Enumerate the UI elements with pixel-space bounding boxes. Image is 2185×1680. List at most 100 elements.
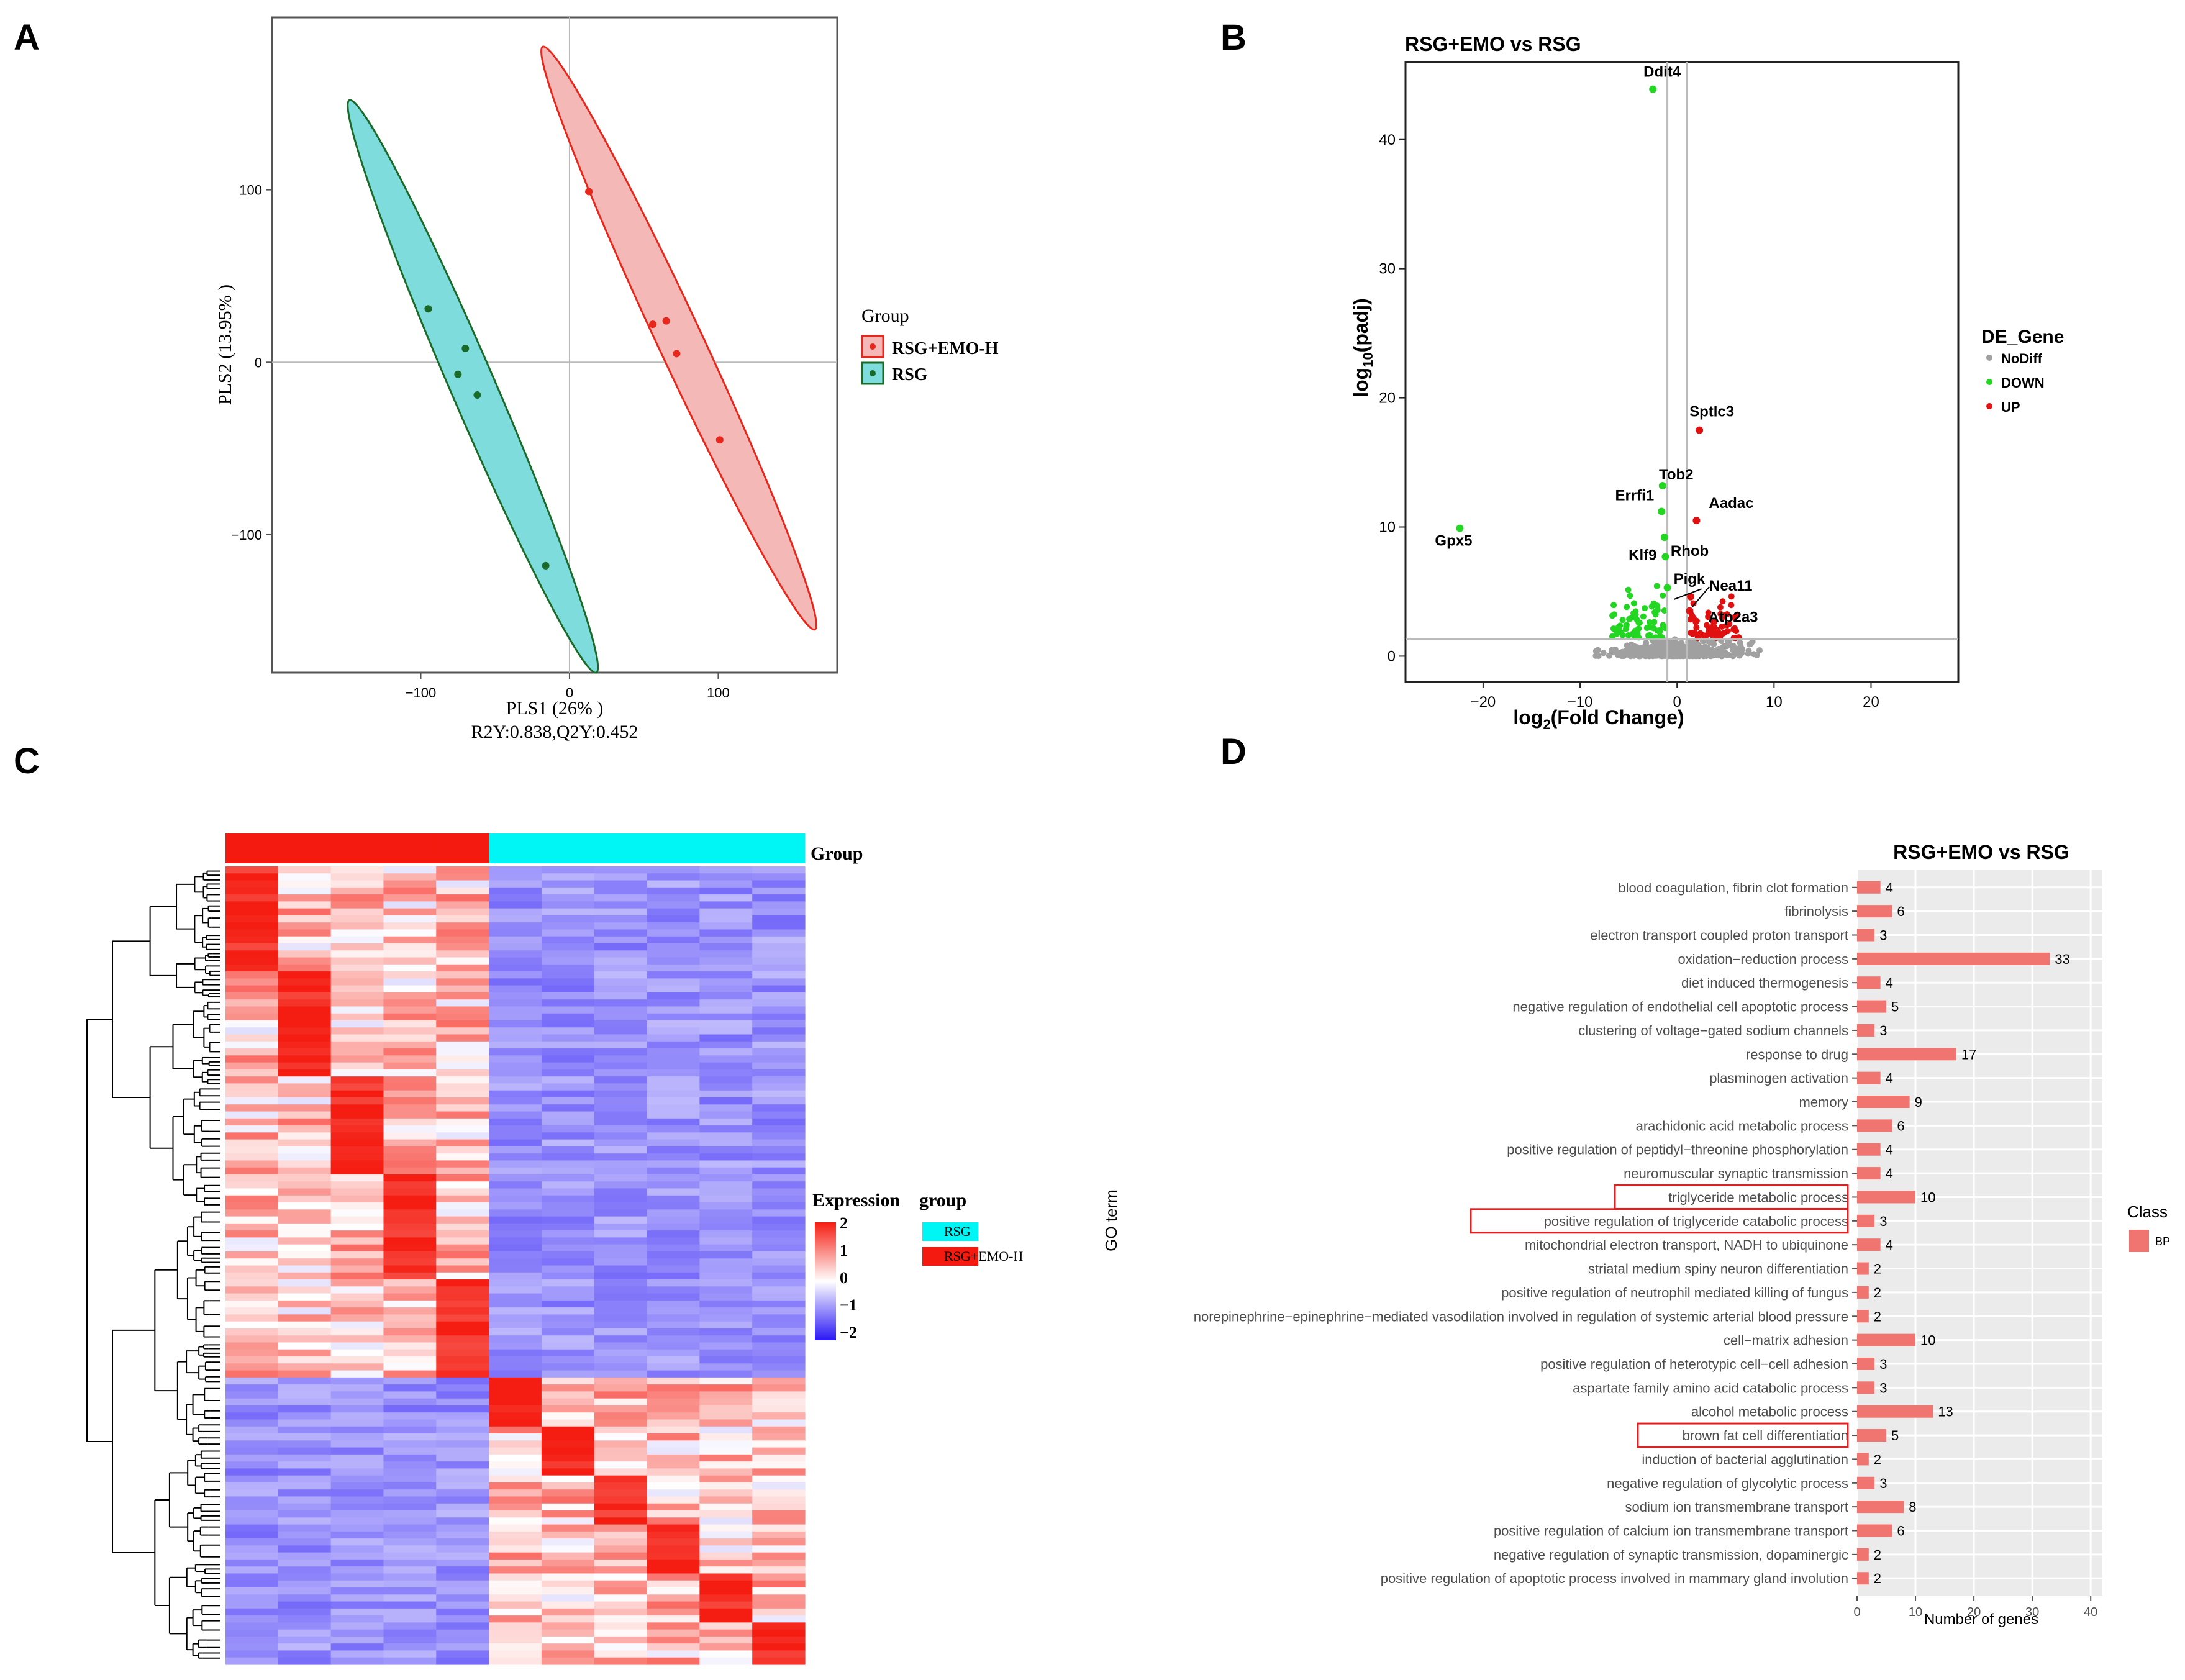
data-point (673, 350, 681, 358)
x-axis-label: Number of genes (1924, 1611, 2038, 1628)
heatmap-cell (330, 1132, 384, 1140)
heatmap-cell (225, 1356, 279, 1364)
heatmap-cell (489, 1419, 542, 1427)
heatmap-cell (330, 950, 384, 958)
nodiff-point (1643, 639, 1650, 646)
heatmap-cell (647, 1216, 700, 1224)
heatmap-cell (383, 999, 437, 1007)
heatmap-cell (436, 1454, 489, 1462)
gene-label-gpx5: Gpx5 (1435, 533, 1472, 550)
heatmap-cell (436, 1230, 489, 1238)
heatmap-cell (383, 1573, 437, 1581)
heatmap-cell (225, 866, 279, 874)
heatmap-cell (278, 1146, 332, 1154)
go-term-label: positive regulation of heterotypic cell−… (1540, 1356, 1848, 1372)
down-point (1650, 600, 1657, 607)
nodiff-point (1658, 642, 1665, 648)
heatmap-cell (383, 1251, 437, 1259)
heatmap-cell (594, 1468, 648, 1476)
heatmap-cell (699, 1153, 753, 1161)
heatmap-cell (330, 1034, 384, 1042)
heatmap-cell (383, 1083, 437, 1091)
heatmap-cell (489, 1076, 542, 1084)
heatmap-cell (541, 1097, 595, 1105)
heatmap-cell (594, 1146, 648, 1154)
heatmap-cell (594, 978, 648, 986)
heatmap-cell (699, 1440, 753, 1448)
heatmap-cell (647, 1510, 700, 1518)
heatmap-cell (436, 1363, 489, 1371)
heatmap-cell (330, 1244, 384, 1252)
heatmap-cell (330, 1146, 384, 1154)
heatmap-cell (752, 1251, 806, 1259)
heatmap-cell (489, 1405, 542, 1413)
y-tick-label: 30 (1379, 261, 1396, 278)
nodiff-point (1678, 644, 1684, 651)
heatmap-cell (647, 1517, 700, 1525)
heatmap-cell (436, 1258, 489, 1266)
heatmap-cell (383, 915, 437, 923)
heatmap-cell (594, 887, 648, 895)
down-point (1656, 627, 1663, 633)
heatmap-cell (647, 957, 700, 965)
group-annotation-cell (436, 833, 489, 863)
heatmap-cell (647, 992, 700, 1000)
heatmap-cell (594, 1181, 648, 1189)
go-term-label: positive regulation of neutrophil mediat… (1501, 1285, 1848, 1301)
bar (1857, 1501, 1904, 1514)
heatmap-cell (699, 1251, 753, 1259)
heatmap-cell (225, 908, 279, 916)
heatmap-cell (699, 999, 753, 1007)
heatmap-cell (594, 1356, 648, 1364)
heatmap-cell (699, 943, 753, 951)
heatmap-cell (541, 1146, 595, 1154)
heatmap-cell (647, 1300, 700, 1308)
heatmap-cell (225, 1594, 279, 1602)
heatmap-cell (699, 1265, 753, 1273)
heatmap-cell (383, 1552, 437, 1560)
heatmap-cell (594, 908, 648, 916)
heatmap-cell (436, 1489, 489, 1497)
heatmap-cell (383, 1020, 437, 1028)
heatmap-cell (489, 1265, 542, 1273)
heatmap-cell (594, 1090, 648, 1098)
heatmap-cell (752, 1181, 806, 1189)
heatmap-cell (330, 1538, 384, 1546)
heatmap-cell (330, 1412, 384, 1420)
heatmap-cell (383, 1062, 437, 1070)
heatmap-cell (541, 1461, 595, 1469)
heatmap-cell (489, 866, 542, 874)
heatmap-cell (278, 1335, 332, 1343)
bar (1857, 1167, 1881, 1180)
heatmap-cell (594, 1062, 648, 1070)
heatmap-cell (436, 1048, 489, 1056)
go-term-label: induction of bacterial agglutination (1642, 1451, 1848, 1467)
heatmap-cell (699, 1293, 753, 1301)
heatmap-cell (699, 1258, 753, 1266)
heatmap-cell (489, 1216, 542, 1224)
heatmap-cell (383, 1524, 437, 1532)
heatmap-cell (278, 1482, 332, 1490)
heatmap-cell (699, 1027, 753, 1035)
heatmap-cell (330, 1181, 384, 1189)
heatmap-cell (330, 1216, 384, 1224)
heatmap-cell (752, 971, 806, 979)
heatmap-cell (330, 1188, 384, 1196)
heatmap-cell (278, 1419, 332, 1427)
panel-label-a: A (14, 17, 40, 58)
heatmap-cell (383, 1601, 437, 1609)
go-term-label: plasminogen activation (1709, 1071, 1848, 1086)
heatmap-cell (752, 1146, 806, 1154)
heatmap-cell (330, 1139, 384, 1147)
heatmap-cell (647, 1552, 700, 1560)
heatmap-cell (594, 1188, 648, 1196)
heatmap-cell (699, 1216, 753, 1224)
heatmap-cell (594, 1286, 648, 1294)
group-annotation-cell (541, 833, 595, 863)
heatmap-cell (278, 1118, 332, 1126)
heatmap-cell (647, 1258, 700, 1266)
heatmap-cell (594, 1573, 648, 1581)
heatmap-cell (699, 1020, 753, 1028)
heatmap-cell (594, 1510, 648, 1518)
heatmap-cell (436, 1496, 489, 1504)
